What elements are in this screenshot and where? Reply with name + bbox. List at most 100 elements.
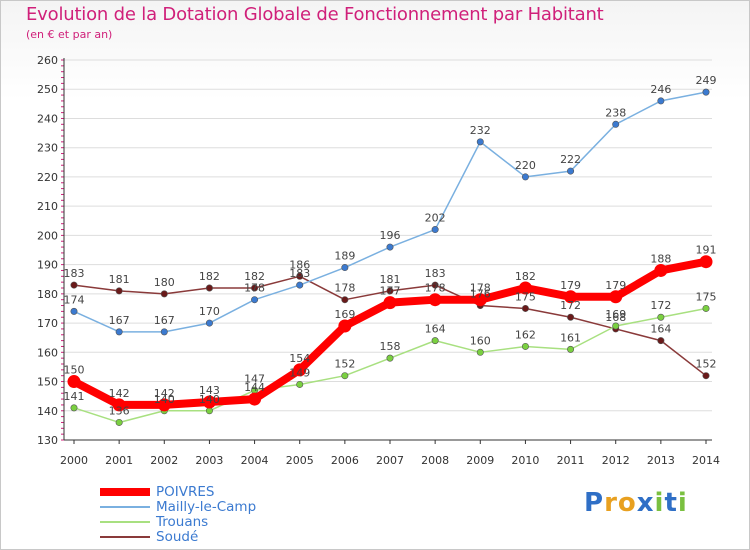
data-label-soud: 164 [650,323,671,336]
data-label-mailly-le-camp: 220 [515,159,536,172]
data-point-soud [160,290,168,298]
data-label-poivres: 142 [154,387,175,400]
data-label-soud: 181 [109,273,130,286]
data-label-soud: 186 [289,258,310,271]
data-label-soud: 181 [380,273,401,286]
data-point-soud [205,284,213,292]
chart-title: Evolution de la Dotation Globale de Fonc… [26,4,604,25]
x-tick-label-2009: 2009 [466,454,494,467]
data-label-trouans: 149 [289,366,310,379]
y-tick-label-200: 200 [37,229,58,242]
data-label-soud: 183 [64,267,85,280]
legend-swatch-soude [100,536,150,538]
data-label-trouans: 175 [696,290,717,303]
data-point-soud [296,272,304,280]
y-tick-label-190: 190 [37,259,58,272]
data-point-trouans [70,404,78,412]
data-point-trouans [386,354,394,362]
data-point-soud [341,296,349,304]
x-tick-label-2003: 2003 [195,454,223,467]
data-point-soud [521,304,529,312]
legend-swatch-trouans [100,521,150,523]
data-label-poivres: 182 [515,270,536,283]
data-point-trouans [431,337,439,345]
data-label-mailly-le-camp: 222 [560,153,581,166]
data-label-mailly-le-camp: 232 [470,124,491,137]
data-point-poivres [518,281,532,295]
data-label-poivres: 177 [380,285,401,298]
data-label-trouans: 161 [560,331,581,344]
data-point-mailly-le-camp [612,120,620,128]
data-point-poivres [609,290,623,304]
data-label-trouans: 169 [605,308,626,321]
y-tick-label-240: 240 [37,112,58,125]
data-label-poivres: 178 [425,282,446,295]
data-point-trouans [476,348,484,356]
data-label-poivres: 143 [199,384,220,397]
data-point-soud [70,281,78,289]
data-label-mailly-le-camp: 170 [199,305,220,318]
data-point-poivres [338,319,352,333]
data-label-mailly-le-camp: 189 [334,250,355,263]
data-point-mailly-le-camp [702,88,710,96]
data-label-poivres: 179 [560,279,581,292]
data-point-mailly-le-camp [70,307,78,315]
data-point-mailly-le-camp [341,264,349,272]
data-label-mailly-le-camp: 167 [154,314,175,327]
data-point-poivres [473,293,487,307]
x-tick-label-2006: 2006 [331,454,359,467]
y-tick-label-210: 210 [37,200,58,213]
data-label-trouans: 152 [334,358,355,371]
legend-label-soude: Soudé [156,529,199,545]
x-tick-label-2011: 2011 [557,454,585,467]
data-point-mailly-le-camp [296,281,304,289]
data-label-trouans: 160 [470,334,491,347]
y-tick-label-220: 220 [37,171,58,184]
data-label-poivres: 150 [64,364,85,377]
data-label-soud: 152 [696,358,717,371]
x-tick-label-2004: 2004 [241,454,269,467]
data-point-mailly-le-camp [115,328,123,336]
data-point-mailly-le-camp [205,319,213,327]
legend-label-poivres: POIVRES [156,484,215,500]
data-point-mailly-le-camp [567,167,575,175]
x-tick-label-2002: 2002 [150,454,178,467]
data-point-trouans [657,313,665,321]
data-label-mailly-le-camp: 238 [605,106,626,119]
data-label-poivres: 169 [334,308,355,321]
chart-subtitle: (en € et par an) [26,28,113,41]
data-point-soud [702,372,710,380]
data-point-mailly-le-camp [431,226,439,234]
data-label-trouans: 140 [199,393,220,406]
data-point-soud [431,281,439,289]
x-tick-label-2001: 2001 [105,454,133,467]
x-tick-label-2012: 2012 [602,454,630,467]
data-label-soud: 168 [605,311,626,324]
data-label-soud: 175 [515,290,536,303]
data-point-soud [115,287,123,295]
data-point-mailly-le-camp [476,138,484,146]
y-tick-label-150: 150 [37,376,58,389]
data-label-mailly-le-camp: 246 [650,83,671,96]
legend-swatch-mailly-le-camp [100,506,150,508]
data-label-mailly-le-camp: 202 [425,212,446,225]
data-label-soud: 183 [425,267,446,280]
data-label-trouans: 140 [154,393,175,406]
x-tick-label-2014: 2014 [692,454,720,467]
x-tick-label-2013: 2013 [647,454,675,467]
x-tick-label-2008: 2008 [421,454,449,467]
legend-swatch-poivres [100,488,150,496]
data-point-mailly-le-camp [521,173,529,181]
data-point-trouans [702,304,710,312]
data-label-mailly-le-camp: 196 [380,229,401,242]
data-point-poivres [112,398,126,412]
data-label-soud: 172 [560,299,581,312]
data-point-poivres [248,392,262,406]
y-tick-label-130: 130 [37,434,58,447]
data-point-mailly-le-camp [160,328,168,336]
data-label-mailly-le-camp: 178 [244,282,265,295]
data-point-poivres [157,398,171,412]
data-label-soud: 182 [244,270,265,283]
data-point-mailly-le-camp [251,296,259,304]
